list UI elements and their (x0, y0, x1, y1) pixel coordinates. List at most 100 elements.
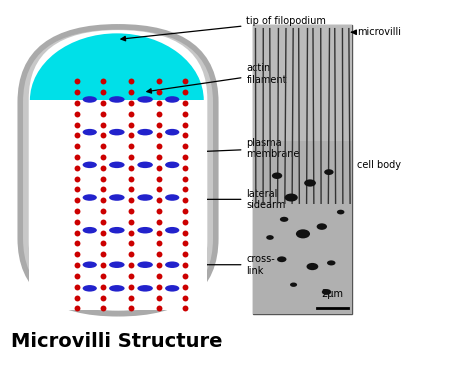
Point (155, 154, 163, 160)
Point (182, 78, 189, 84)
Ellipse shape (82, 161, 97, 168)
Ellipse shape (165, 161, 179, 168)
Point (155, 219, 163, 225)
Point (127, 89, 135, 95)
Point (182, 132, 189, 138)
Point (73, 165, 81, 171)
Ellipse shape (137, 96, 153, 103)
Ellipse shape (165, 194, 179, 201)
Point (99, 208, 107, 214)
Point (127, 284, 135, 290)
Point (127, 165, 135, 171)
Ellipse shape (109, 129, 125, 135)
Point (127, 251, 135, 257)
Point (155, 111, 163, 117)
Point (155, 305, 163, 311)
Text: plasma
membrane: plasma membrane (191, 138, 300, 159)
Point (99, 78, 107, 84)
Point (155, 197, 163, 203)
Point (99, 262, 107, 268)
Ellipse shape (82, 194, 97, 201)
Point (99, 284, 107, 290)
Point (155, 122, 163, 127)
Point (73, 111, 81, 117)
Text: cross-
link: cross- link (149, 254, 275, 276)
Ellipse shape (109, 194, 125, 201)
Ellipse shape (137, 227, 153, 234)
Point (127, 100, 135, 106)
Point (127, 240, 135, 246)
FancyBboxPatch shape (254, 25, 353, 314)
Point (127, 197, 135, 203)
Point (182, 122, 189, 127)
Point (73, 132, 81, 138)
Point (99, 295, 107, 300)
Point (155, 165, 163, 171)
Text: actin
filament: actin filament (147, 63, 287, 93)
Ellipse shape (165, 261, 179, 268)
Ellipse shape (337, 210, 345, 214)
Point (73, 143, 81, 149)
FancyBboxPatch shape (29, 30, 207, 310)
Point (99, 143, 107, 149)
Ellipse shape (296, 229, 310, 238)
Point (99, 165, 107, 171)
Ellipse shape (109, 96, 125, 103)
Ellipse shape (109, 227, 125, 234)
Point (73, 230, 81, 236)
Point (182, 154, 189, 160)
FancyBboxPatch shape (20, 27, 216, 314)
Point (73, 284, 81, 290)
Point (182, 186, 189, 192)
Point (127, 122, 135, 127)
Point (127, 132, 135, 138)
Point (127, 208, 135, 214)
Point (127, 176, 135, 182)
Ellipse shape (82, 285, 97, 292)
Ellipse shape (272, 172, 282, 179)
Point (182, 219, 189, 225)
Ellipse shape (290, 283, 297, 287)
Point (155, 251, 163, 257)
Point (99, 176, 107, 182)
Point (127, 111, 135, 117)
Point (73, 262, 81, 268)
Point (73, 154, 81, 160)
Point (182, 197, 189, 203)
Point (182, 295, 189, 300)
Text: tip of filopodium: tip of filopodium (121, 16, 326, 41)
Point (127, 295, 135, 300)
Ellipse shape (165, 129, 179, 135)
Point (155, 208, 163, 214)
Text: Microvilli Structure: Microvilli Structure (11, 332, 222, 351)
Ellipse shape (307, 263, 318, 270)
Point (182, 176, 189, 182)
Point (99, 197, 107, 203)
Text: cell body: cell body (357, 160, 401, 170)
Point (99, 122, 107, 127)
Point (73, 100, 81, 106)
Ellipse shape (30, 33, 204, 167)
Point (99, 154, 107, 160)
Point (155, 78, 163, 84)
Ellipse shape (82, 96, 97, 103)
Point (99, 89, 107, 95)
Point (73, 78, 81, 84)
Point (182, 305, 189, 311)
Point (73, 197, 81, 203)
Point (155, 176, 163, 182)
Point (99, 219, 107, 225)
Point (99, 132, 107, 138)
Point (99, 305, 107, 311)
Ellipse shape (137, 261, 153, 268)
Text: lateral
sidearm: lateral sidearm (180, 188, 286, 210)
Ellipse shape (82, 227, 97, 234)
Point (127, 219, 135, 225)
Ellipse shape (137, 129, 153, 135)
Point (182, 251, 189, 257)
Ellipse shape (322, 289, 331, 295)
Point (182, 230, 189, 236)
Ellipse shape (82, 129, 97, 135)
Point (182, 240, 189, 246)
Point (182, 273, 189, 279)
